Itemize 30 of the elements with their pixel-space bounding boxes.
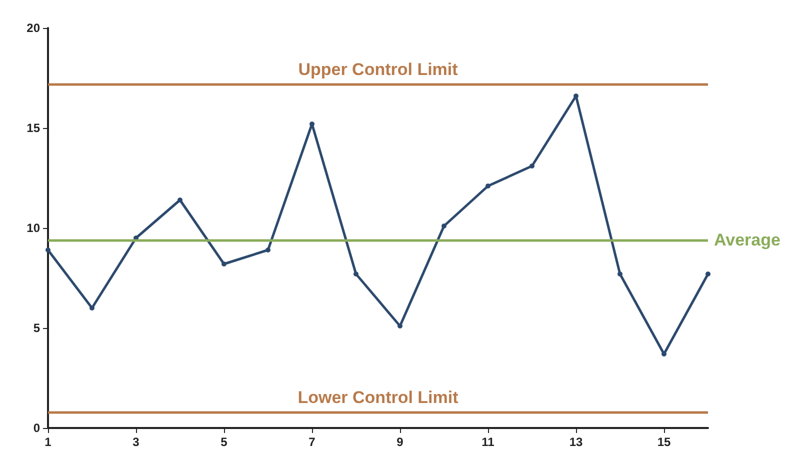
point bbox=[46, 248, 50, 252]
point bbox=[442, 224, 446, 228]
ref-line-label: Average bbox=[714, 230, 780, 250]
point bbox=[310, 122, 314, 126]
x-tick-label: 9 bbox=[396, 435, 404, 449]
y-tick-label: 20 bbox=[26, 21, 40, 35]
ref-line-label: Upper Control Limit bbox=[298, 60, 458, 79]
x-tick-label: 13 bbox=[569, 435, 583, 449]
x-tick-label: 11 bbox=[482, 435, 495, 449]
point bbox=[574, 94, 578, 98]
x-tick-label: 5 bbox=[220, 435, 228, 449]
point bbox=[266, 248, 270, 252]
y-tick-label: 15 bbox=[26, 121, 40, 135]
point bbox=[486, 184, 490, 188]
point bbox=[706, 272, 710, 276]
point bbox=[398, 324, 402, 328]
point bbox=[354, 272, 358, 276]
y-tick-label: 0 bbox=[33, 421, 40, 435]
point bbox=[90, 306, 94, 310]
point bbox=[178, 198, 182, 202]
point bbox=[530, 164, 534, 168]
x-tick-label: 1 bbox=[44, 435, 52, 449]
x-tick-label: 3 bbox=[132, 435, 140, 449]
x-tick-label: 15 bbox=[657, 435, 671, 449]
x-tick-label: 7 bbox=[308, 435, 316, 449]
point bbox=[618, 272, 622, 276]
point bbox=[222, 262, 226, 266]
ref-line-label: Lower Control Limit bbox=[298, 388, 459, 407]
y-tick-label: 10 bbox=[26, 221, 40, 235]
y-tick-label: 5 bbox=[33, 321, 40, 335]
